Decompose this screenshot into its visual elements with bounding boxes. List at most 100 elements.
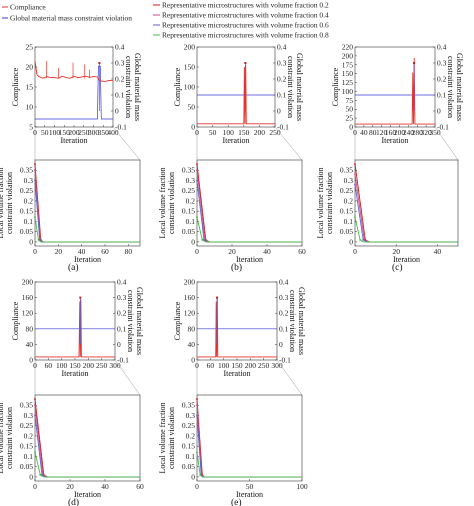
local-y-tick-label: 0.3: [24, 176, 34, 185]
panel-0: 050100150200250300350400510152025-0.100.…: [0, 43, 142, 265]
y-right-tick-label: 0.2: [437, 75, 447, 84]
legend-vf06: Representative microstructures with volu…: [162, 21, 329, 30]
local-marker-vf04: [363, 239, 366, 241]
y-right-tick-label: 0: [279, 340, 283, 349]
x-tick-label: 250: [258, 361, 270, 370]
series-compliance: [355, 57, 435, 125]
local-plot-frame: [354, 159, 459, 247]
y-left-tick-label: 40: [188, 340, 196, 349]
y-right-tick-label: 0: [117, 340, 121, 349]
x-axis-title: Iteration: [381, 136, 408, 145]
y-right-tick-label: 0: [115, 107, 119, 116]
local-y-tick-label: 0.15: [20, 442, 33, 451]
local-spike-marker: [216, 296, 218, 299]
y-right-tick-label: 0.3: [115, 59, 125, 68]
local-plot-frame: [196, 159, 303, 247]
local-y-tick-label: 0.05: [182, 227, 195, 236]
x-tick-label: 120: [376, 128, 388, 137]
legend-top: Compliance Global material mass constrai…: [2, 1, 329, 40]
local-x-tick-label: 0: [33, 482, 37, 491]
caption-e: (e): [231, 497, 242, 506]
y-right-tick-label: 0.4: [117, 278, 127, 287]
main-plot-frame: [34, 281, 116, 361]
local-x-axis-title: Iteration: [236, 490, 263, 499]
local-spike-marker: [98, 62, 101, 64]
local-marker-vf02: [34, 163, 36, 165]
y-right-tick-label: 0.4: [277, 43, 287, 52]
y-right-tick-label: 0.2: [115, 75, 125, 84]
local-plot-frame: [34, 394, 141, 482]
local-spike-marker: [412, 62, 415, 64]
local-marker-vf08: [196, 216, 198, 219]
local-series-vf08: [354, 217, 458, 243]
y-left-tick-label: 125: [342, 78, 354, 87]
local-x-tick-label: 40: [434, 247, 442, 256]
local-y-tick-label: 0.2: [186, 196, 196, 205]
local-y-tick-label: 0: [29, 237, 33, 246]
x-tick-label: 300: [88, 128, 100, 137]
local-y-tick-label: 0.3: [186, 411, 196, 420]
x-tick-label: 350: [98, 128, 110, 137]
y-left-tick-label: 200: [22, 278, 34, 287]
local-y-axis-title: Local volume fractionconstraint violatio…: [158, 402, 176, 473]
legend-vf04: Representative microstructures with volu…: [162, 11, 329, 20]
y-left-tick-label: 175: [342, 60, 354, 69]
local-x-tick-label: 20: [392, 247, 400, 256]
local-x-tick-label: 40: [101, 482, 109, 491]
zoom-connector-right: [276, 359, 303, 396]
y-left-axis-title: Compliance: [11, 67, 20, 106]
y-left-tick-label: 200: [184, 278, 196, 287]
local-marker-vf04: [196, 404, 198, 407]
x-tick-label: 50: [41, 128, 49, 137]
y-right-tick-label: 0.4: [115, 43, 125, 52]
y-left-tick-label: 25: [346, 114, 354, 123]
y-right-tick-label: 0.3: [279, 293, 289, 302]
local-y-tick-label: 0: [29, 472, 33, 481]
x-tick-label: 100: [56, 361, 68, 370]
x-tick-label: 320: [420, 128, 432, 137]
y-right-tick-label: -0.1: [115, 123, 127, 132]
y-right-tick-label: -0.1: [277, 123, 289, 132]
zoom-connector-right: [112, 126, 141, 161]
local-marker-vf08: [359, 239, 361, 241]
local-y-tick-label: 0.15: [20, 207, 33, 216]
zoom-connector-right: [114, 359, 141, 396]
y-left-tick-label: 50: [346, 105, 354, 114]
local-x-tick-label: 60: [136, 482, 144, 491]
local-y-tick-label: 0.35: [182, 401, 195, 410]
local-marker-vf04: [354, 173, 356, 176]
panels-group: 050100150200250300350400510152025-0.100.…: [0, 43, 464, 500]
x-axis-title: Iteration: [61, 369, 88, 378]
y-right-tick-label: 0.1: [279, 324, 289, 333]
y-left-tick-label: 5: [29, 123, 33, 132]
local-x-tick-label: 20: [228, 247, 236, 256]
x-tick-label: 50: [209, 128, 217, 137]
local-x-tick-label: 0: [353, 247, 357, 256]
caption-b: (b): [231, 262, 242, 273]
y-left-axis-title: Compliance: [11, 301, 20, 340]
series-global-violation: [35, 65, 113, 120]
x-tick-label: 200: [245, 361, 257, 370]
local-y-tick-label: 0.2: [186, 431, 196, 440]
legend-compliance: Compliance: [10, 3, 46, 12]
local-marker-vf06: [41, 474, 43, 476]
x-tick-label: 280: [412, 128, 424, 137]
series-compliance: [197, 64, 275, 125]
y-right-tick-label: -0.1: [437, 123, 449, 132]
y-right-tick-label: 0.2: [117, 309, 127, 318]
y-right-axis-title: Global material massconstraint violation: [286, 53, 304, 121]
x-axis-title: Iteration: [223, 369, 250, 378]
y-left-tick-label: 10: [26, 103, 34, 112]
local-x-tick-label: 40: [78, 247, 86, 256]
local-y-axis-title: Local volume fractionconstraint violatio…: [0, 402, 14, 473]
y-right-axis-title: Global material massconstraint violation: [124, 53, 142, 121]
y-right-axis-title: Global material massconstraint violation: [288, 287, 306, 355]
local-series-vf08: [196, 217, 302, 243]
x-tick-label: 80: [369, 128, 377, 137]
y-right-tick-label: -0.1: [117, 356, 129, 365]
local-marker-vf08: [37, 239, 40, 241]
x-tick-label: 250: [269, 128, 281, 137]
y-left-tick-label: 100: [184, 83, 196, 92]
local-marker-vf06: [196, 414, 198, 417]
series-compliance: [34, 60, 114, 82]
